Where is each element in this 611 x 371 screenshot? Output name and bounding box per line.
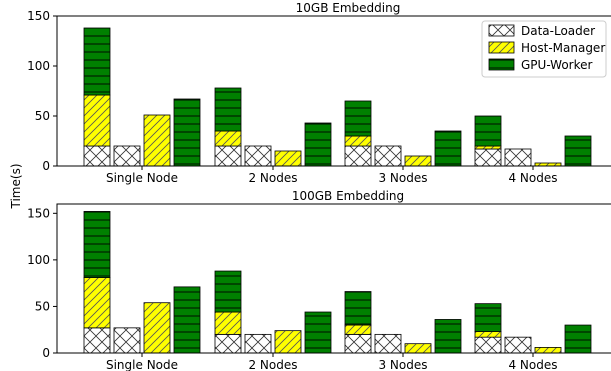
y-axis-label: Time(s) — [9, 164, 23, 210]
chart-title: 10GB Embedding — [296, 1, 401, 15]
bar-host-manager — [404, 155, 432, 167]
y-tick-label: 50 — [35, 299, 50, 313]
x-tick-label: 3 Nodes — [378, 171, 427, 185]
legend-item-host-manager: Host-Manager — [488, 41, 605, 55]
legend: Data-Loader Host-Manager GPU-Worker — [481, 20, 607, 78]
legend-item-data-loader: Data-Loader — [488, 24, 595, 38]
stacked-bar-segment — [474, 303, 502, 332]
stacked-bar-segment — [214, 130, 242, 147]
stacked-bar-segment — [83, 94, 111, 147]
stacked-bar-segment — [474, 336, 502, 354]
stacked-bar-segment — [214, 333, 242, 354]
chart-title: 100GB Embedding — [292, 189, 404, 203]
y-tick-label: 100 — [27, 59, 50, 73]
legend-swatch-gpu-worker — [488, 58, 515, 71]
stacked-bar-segment — [344, 135, 372, 147]
bar-host-manager — [274, 150, 302, 167]
y-tick-label: 50 — [35, 109, 50, 123]
x-tick-label: Single Node — [106, 171, 178, 185]
chart-panel-10gb: 10GB Embedding 0 50 100 150 Single Node 2 Node… — [27, 1, 611, 185]
stacked-bar-segment — [344, 145, 372, 167]
plot-frame — [56, 15, 611, 167]
x-tick-label: 2 Nodes — [248, 358, 297, 371]
x-tick-label: 4 Nodes — [508, 358, 557, 371]
stacked-bar-segment — [474, 331, 502, 338]
bar-host-manager — [143, 302, 171, 354]
stacked-bar-segment — [344, 291, 372, 326]
bar-gpu-worker — [173, 98, 201, 167]
stacked-bar-segment — [214, 270, 242, 313]
legend-label-gpu-worker: GPU-Worker — [521, 58, 593, 72]
stacked-bar-segment — [344, 100, 372, 137]
stacked-bar-segment — [214, 145, 242, 167]
bar-data-loader — [113, 327, 141, 354]
plot-frame — [56, 203, 611, 354]
x-tick-label: 2 Nodes — [248, 171, 297, 185]
bar-host-manager — [534, 347, 562, 354]
bar-host-manager — [404, 343, 432, 354]
x-tick-label: 3 Nodes — [378, 358, 427, 371]
stacked-bar-segment — [83, 145, 111, 167]
bar-gpu-worker — [173, 286, 201, 354]
bar-gpu-worker — [434, 130, 462, 167]
stacked-bar-segment — [83, 277, 111, 329]
stacked-bar-segment — [83, 211, 111, 278]
x-tick-label: 4 Nodes — [508, 171, 557, 185]
y-tick-label: 100 — [27, 253, 50, 267]
x-tick-label: Single Node — [106, 358, 178, 371]
stacked-bar-segment — [474, 115, 502, 147]
bar-gpu-worker — [564, 135, 592, 167]
stacked-bar-segment — [344, 324, 372, 335]
bar-gpu-worker — [304, 311, 332, 354]
y-tick-label: 0 — [42, 346, 50, 360]
y-tick-label: 150 — [27, 9, 50, 23]
chart-panel-100gb: 100GB Embedding 0 50 100 150 Single Node 2 Nod… — [27, 189, 611, 371]
bar-data-loader — [374, 333, 402, 354]
stacked-bar-segment — [474, 145, 502, 150]
bar-gpu-worker — [434, 319, 462, 354]
bar-data-loader — [244, 333, 272, 354]
stacked-bar-segment — [83, 27, 111, 96]
bar-data-loader — [374, 145, 402, 167]
legend-item-gpu-worker: GPU-Worker — [488, 58, 593, 72]
legend-swatch-host-manager — [488, 41, 515, 54]
stacked-bar-segment — [214, 87, 242, 132]
stacked-bar-segment — [214, 311, 242, 335]
bar-host-manager — [143, 114, 171, 167]
legend-swatch-data-loader — [488, 24, 515, 37]
y-tick-label: 0 — [42, 159, 50, 173]
stacked-bar-segment — [83, 327, 111, 354]
bar-data-loader — [113, 145, 141, 167]
legend-label-host-manager: Host-Manager — [521, 41, 605, 55]
bar-host-manager — [274, 330, 302, 354]
legend-label-data-loader: Data-Loader — [521, 24, 595, 38]
bar-data-loader — [244, 145, 272, 167]
bar-gpu-worker — [564, 324, 592, 354]
bar-data-loader — [504, 336, 532, 354]
bar-data-loader — [504, 148, 532, 167]
bar-gpu-worker — [304, 122, 332, 167]
y-tick-label: 150 — [27, 206, 50, 220]
stacked-bar-segment — [344, 333, 372, 354]
stacked-bar-segment — [474, 148, 502, 167]
